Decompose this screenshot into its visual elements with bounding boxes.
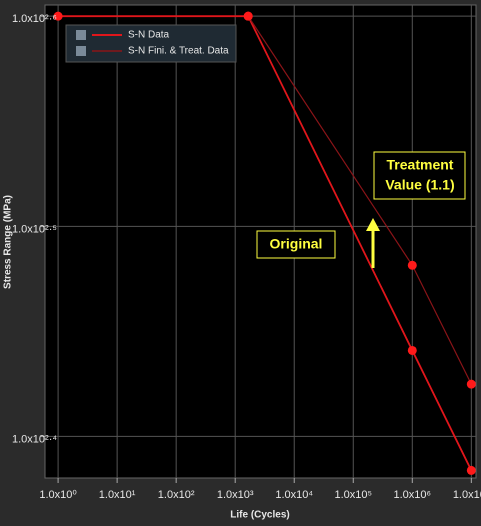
checkbox[interactable]	[76, 46, 86, 56]
x-axis-label: Life (Cycles)	[230, 510, 289, 521]
grid	[41, 5, 476, 483]
x-tick-label: 1.0x10⁰	[39, 489, 77, 501]
y-axis-label: Stress Range (MPa)	[3, 195, 14, 289]
x-tick-label: 1.0x10⁴	[275, 489, 313, 501]
data-point	[466, 379, 476, 389]
y-tick-label: 1.0x10²·⁵	[12, 223, 57, 235]
legend-box	[65, 24, 237, 63]
annotation: Value (1.1)	[385, 177, 454, 193]
legend-label: S-N Fini. & Treat. Data	[128, 46, 229, 57]
annotation-box	[373, 151, 466, 200]
series-line	[58, 15, 473, 471]
x-tick-label: 1.0x10³	[217, 489, 254, 501]
x-tick-label: 1.0x10⁶	[394, 489, 432, 501]
y-tick-label: 1.0x10²·⁶	[12, 13, 57, 25]
data-point	[53, 11, 63, 21]
data-point	[407, 260, 417, 270]
marks	[53, 11, 476, 475]
y-tick-label: 1.0x10²·⁴	[12, 433, 57, 445]
data-point	[466, 465, 476, 475]
x-tick-label: 1.0x10¹	[99, 489, 136, 501]
legend-label: S-N Data	[128, 30, 170, 41]
x-tick-label: 1.0x10²	[158, 489, 195, 501]
annotation: Original	[270, 236, 323, 252]
checkbox[interactable]	[76, 30, 86, 40]
data-point	[407, 345, 417, 355]
x-tick-label: 1.0x10⁵	[334, 489, 372, 501]
annotation: Treatment	[387, 157, 454, 173]
x-tick-label: 1.0x10⁷	[453, 489, 481, 501]
legend: S-N Data S-N Fini. & Treat. Data	[65, 24, 237, 63]
annotation-box	[256, 230, 336, 259]
data-point	[243, 11, 253, 21]
arrow-head	[366, 218, 380, 231]
